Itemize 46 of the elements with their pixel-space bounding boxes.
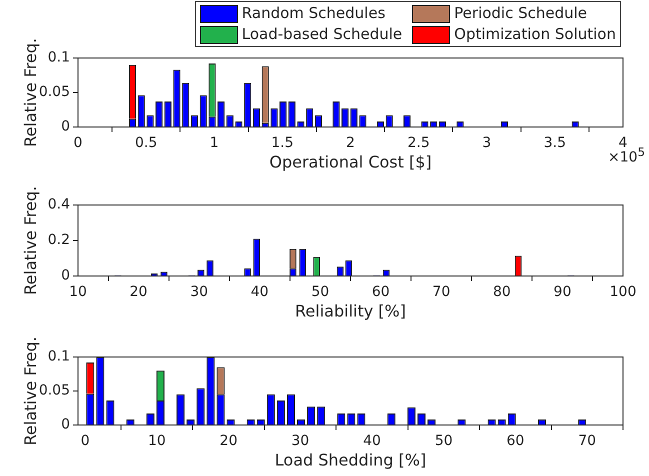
x-tick-label: 50: [311, 284, 330, 300]
x-tick-label: 40: [250, 284, 269, 300]
x-axis-title: Load Shedding [%]: [274, 450, 426, 470]
x-tick-label: 3.5: [544, 135, 566, 152]
x-tick-label: 0: [80, 433, 90, 450]
y-tick-label: 0.05: [38, 382, 70, 399]
legend-label: Optimization Solution: [453, 24, 616, 44]
x-tick-label: 10: [148, 433, 166, 450]
y-tick-label: 0.4: [48, 196, 70, 213]
legend-label: Load-based Schedule: [240, 24, 402, 44]
x-tick-label: 70: [432, 284, 450, 300]
x-tick-label: 70: [578, 433, 596, 450]
x-tick-label: 0.5: [134, 135, 158, 152]
x-tick-label: 60: [372, 284, 390, 300]
legend-label: Periodic Schedule: [453, 4, 588, 23]
x-tick-label: 80: [492, 284, 511, 300]
y-tick-label: 0: [61, 416, 70, 433]
y-tick-label: 0: [61, 268, 70, 284]
x-tick-label: 30: [291, 433, 310, 450]
x-tick-label: 10: [69, 284, 87, 300]
x-tick-label: 2: [346, 135, 355, 152]
x-tick-label: 3: [482, 135, 492, 152]
x-tick-label: 0: [74, 135, 82, 152]
y-axis-title: Relative Freq.: [20, 38, 40, 147]
x-tick-label: 20: [220, 433, 238, 450]
x-axis-title: Reliability [%]: [295, 302, 406, 321]
x-tick-label: 50: [434, 433, 453, 450]
y-axis-title: Relative Freq.: [20, 186, 40, 295]
x-tick-label: 60: [506, 433, 524, 450]
x-tick-label: 30: [190, 284, 208, 300]
y-tick-label: 0.1: [48, 348, 70, 365]
x-tick-label: 4: [618, 135, 628, 152]
y-tick-label: 0.1: [48, 50, 70, 66]
legend-label: Random Schedules: [240, 4, 386, 23]
y-axis-title: Relative Freq.: [20, 336, 40, 446]
x-tick-label: 100: [610, 284, 636, 300]
x-tick-label: 20: [130, 284, 148, 300]
x-tick-label: 40: [363, 433, 381, 450]
x-axis-title: Operational Cost [$]: [269, 152, 432, 172]
x-tick-label: 2.5: [407, 135, 430, 152]
y-tick-label: 0: [61, 118, 70, 135]
x-tick-label: 1.5: [271, 135, 294, 152]
y-tick-label: 0.2: [48, 232, 70, 248]
y-tick-label: 0.05: [38, 84, 70, 100]
x-tick-label: 90: [554, 284, 572, 300]
x-tick-label: 1: [210, 135, 219, 152]
